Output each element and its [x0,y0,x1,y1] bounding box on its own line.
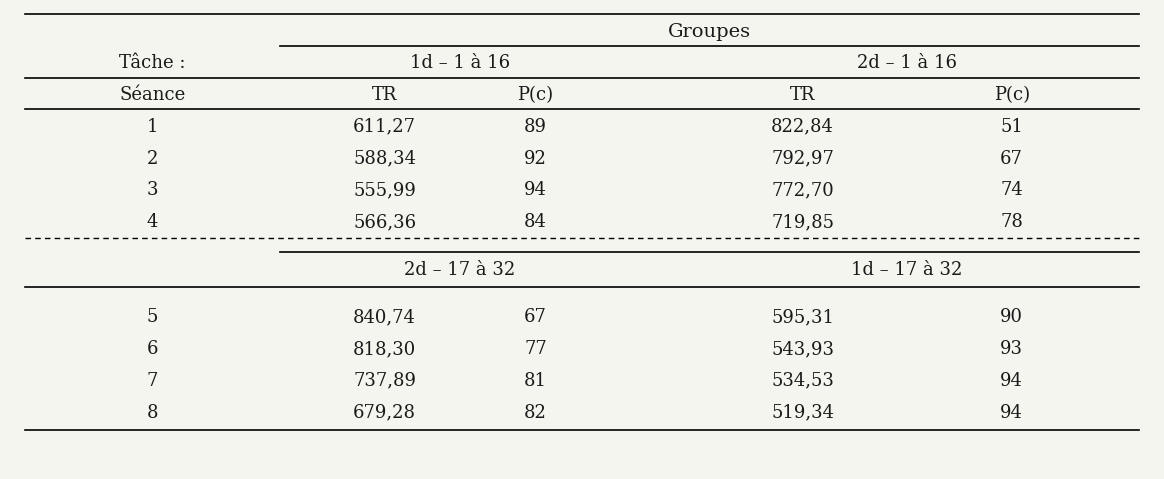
Text: 84: 84 [524,213,547,231]
Text: 90: 90 [1000,308,1023,326]
Text: 77: 77 [524,340,547,358]
Text: 4: 4 [147,213,158,231]
Text: 2: 2 [147,149,158,168]
Text: 81: 81 [524,372,547,390]
Text: 3: 3 [147,181,158,199]
Text: 543,93: 543,93 [771,340,835,358]
Text: P(c): P(c) [994,86,1030,104]
Text: 719,85: 719,85 [771,213,835,231]
Text: 82: 82 [524,403,547,422]
Text: 611,27: 611,27 [353,118,416,136]
Text: 94: 94 [1000,372,1023,390]
Text: 772,70: 772,70 [772,181,835,199]
Text: 737,89: 737,89 [353,372,416,390]
Text: P(c): P(c) [518,86,554,104]
Text: 818,30: 818,30 [353,340,417,358]
Text: 67: 67 [524,308,547,326]
Text: Groupes: Groupes [668,23,751,41]
Text: TR: TR [790,86,815,104]
Text: 89: 89 [524,118,547,136]
Text: 6: 6 [147,340,158,358]
Text: Tâche :: Tâche : [119,54,185,72]
Text: 74: 74 [1000,181,1023,199]
Text: 1d – 1 à 16: 1d – 1 à 16 [410,54,510,72]
Text: 5: 5 [147,308,158,326]
Text: 2d – 1 à 16: 2d – 1 à 16 [857,54,957,72]
Text: 588,34: 588,34 [353,149,416,168]
Text: 93: 93 [1000,340,1023,358]
Text: 8: 8 [147,403,158,422]
Text: 2d – 17 à 32: 2d – 17 à 32 [404,261,516,279]
Text: 534,53: 534,53 [772,372,835,390]
Text: 1d – 17 à 32: 1d – 17 à 32 [851,261,963,279]
Text: 1: 1 [147,118,158,136]
Text: 67: 67 [1000,149,1023,168]
Text: 792,97: 792,97 [772,149,835,168]
Text: 92: 92 [524,149,547,168]
Text: 94: 94 [524,181,547,199]
Text: 840,74: 840,74 [353,308,416,326]
Text: 7: 7 [147,372,158,390]
Text: 822,84: 822,84 [772,118,835,136]
Text: 78: 78 [1000,213,1023,231]
Text: 94: 94 [1000,403,1023,422]
Text: TR: TR [372,86,397,104]
Text: 555,99: 555,99 [353,181,416,199]
Text: 679,28: 679,28 [353,403,416,422]
Text: Séance: Séance [119,86,185,104]
Text: 595,31: 595,31 [771,308,835,326]
Text: 566,36: 566,36 [353,213,417,231]
Text: 51: 51 [1000,118,1023,136]
Text: 519,34: 519,34 [771,403,835,422]
